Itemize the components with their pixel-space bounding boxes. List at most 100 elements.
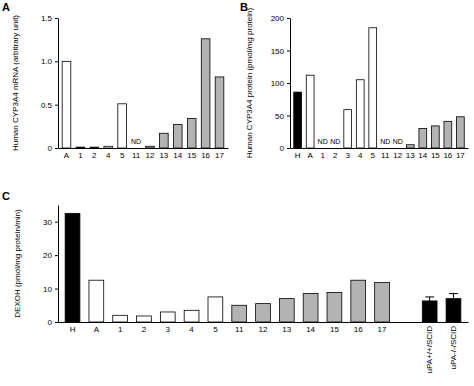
tick: A [307,151,313,160]
error-bar [425,297,434,305]
tick: 4 [106,151,111,160]
tick: 2 [333,151,338,160]
tick-label: H [70,325,76,334]
tick: A [94,325,100,334]
tick: 17 [378,325,387,334]
bar [406,145,414,148]
tick-label: 0 [48,144,53,153]
tick: 12 [393,151,402,160]
tick: 14 [173,151,182,160]
tick: 150 [271,47,290,56]
value-label: ND [131,138,141,145]
bar [160,133,169,148]
tick: 13 [282,325,291,334]
tick-label: 100 [271,79,285,88]
bar [431,126,439,148]
y-axis-title: DEXOH (pmol/mg protein/min) [13,209,22,318]
tick-mark [287,18,290,19]
tick: 15 [330,325,339,334]
tick-label: 13 [282,325,291,334]
plot-area [294,28,464,148]
tick: 1 [320,151,325,160]
tick: 5 [213,325,218,334]
bar [456,117,464,148]
tick: 0 [280,144,290,153]
tick-mark [55,255,58,256]
tick-label: 11 [132,151,141,160]
axis-line [58,206,59,323]
tick: 1 [118,325,123,334]
tick-label: 10 [43,285,52,294]
y-axis-title: Human CYP3A4 protein (pmol/mg protein) [245,8,254,159]
tick-label: 14 [418,151,427,160]
axis-line [59,322,469,323]
tick-label: 12 [146,151,155,160]
bar [89,280,104,322]
bar [369,28,377,148]
tick: 50 [275,112,290,121]
bar [208,297,223,322]
tick: 5 [371,151,376,160]
tick-label: 13 [159,151,168,160]
bar [232,305,247,322]
bar [118,104,127,148]
panel-title: C [2,190,10,202]
bar [104,146,113,148]
tick: 3 [166,325,171,334]
bar [65,213,80,322]
tick-label: 4 [189,325,194,334]
tick: uPA-/-/SCID [449,326,458,370]
bar [215,77,224,148]
tick: 10 [43,285,58,294]
tick-label: 1 [320,151,325,160]
bar [90,147,99,148]
tick-mark [287,116,290,117]
tick-label: 16 [354,325,363,334]
bar [419,129,427,149]
tick: 3 [345,151,350,160]
tick-label: 11 [235,325,244,334]
bar [62,61,71,148]
tick-mark [287,83,290,84]
value-label: ND [393,138,403,145]
bar [137,316,152,322]
tick-label: 15 [431,151,440,160]
tick-label: 13 [406,151,415,160]
tick: 5 [120,151,125,160]
tick-label: 14 [306,325,315,334]
tick: uPA+/+/SCID [425,326,434,374]
tick: 0 [48,144,58,153]
tick-label: 5 [120,151,125,160]
tick: 11 [235,325,244,334]
value-label: ND [380,138,390,145]
tick: 12 [259,325,268,334]
tick-label: 3 [166,325,171,334]
axis-line [290,19,291,149]
tick-label: 2 [92,151,97,160]
tick: 14 [418,151,427,160]
tick: 0.5 [41,101,58,110]
tick: H [70,325,76,334]
tick-mark [287,148,290,149]
tick: 16 [443,151,452,160]
x-axis: HA1234511121314151617 [291,149,469,160]
tick: 11 [132,151,141,160]
value-label: ND [318,138,328,145]
tick: 4 [189,325,194,334]
tick-label: uPA-/-/SCID [449,326,458,370]
tick-mark [55,105,58,106]
axis-line [59,148,229,149]
panel: 0102030HA1234511121314151617uPA+/+/SCIDu… [2,190,469,373]
tick-mark [55,18,58,19]
tick: 16 [201,151,210,160]
bar [444,121,452,148]
tick-label: 1.5 [41,14,53,23]
tick-label: 5 [371,151,376,160]
tick: 0 [48,318,58,327]
tick-label: 20 [43,251,52,260]
tick: A [64,151,70,160]
tick-label: uPA+/+/SCID [425,326,434,374]
y-axis: 0102030 [43,206,58,328]
bar [256,304,271,322]
bar [327,293,342,322]
